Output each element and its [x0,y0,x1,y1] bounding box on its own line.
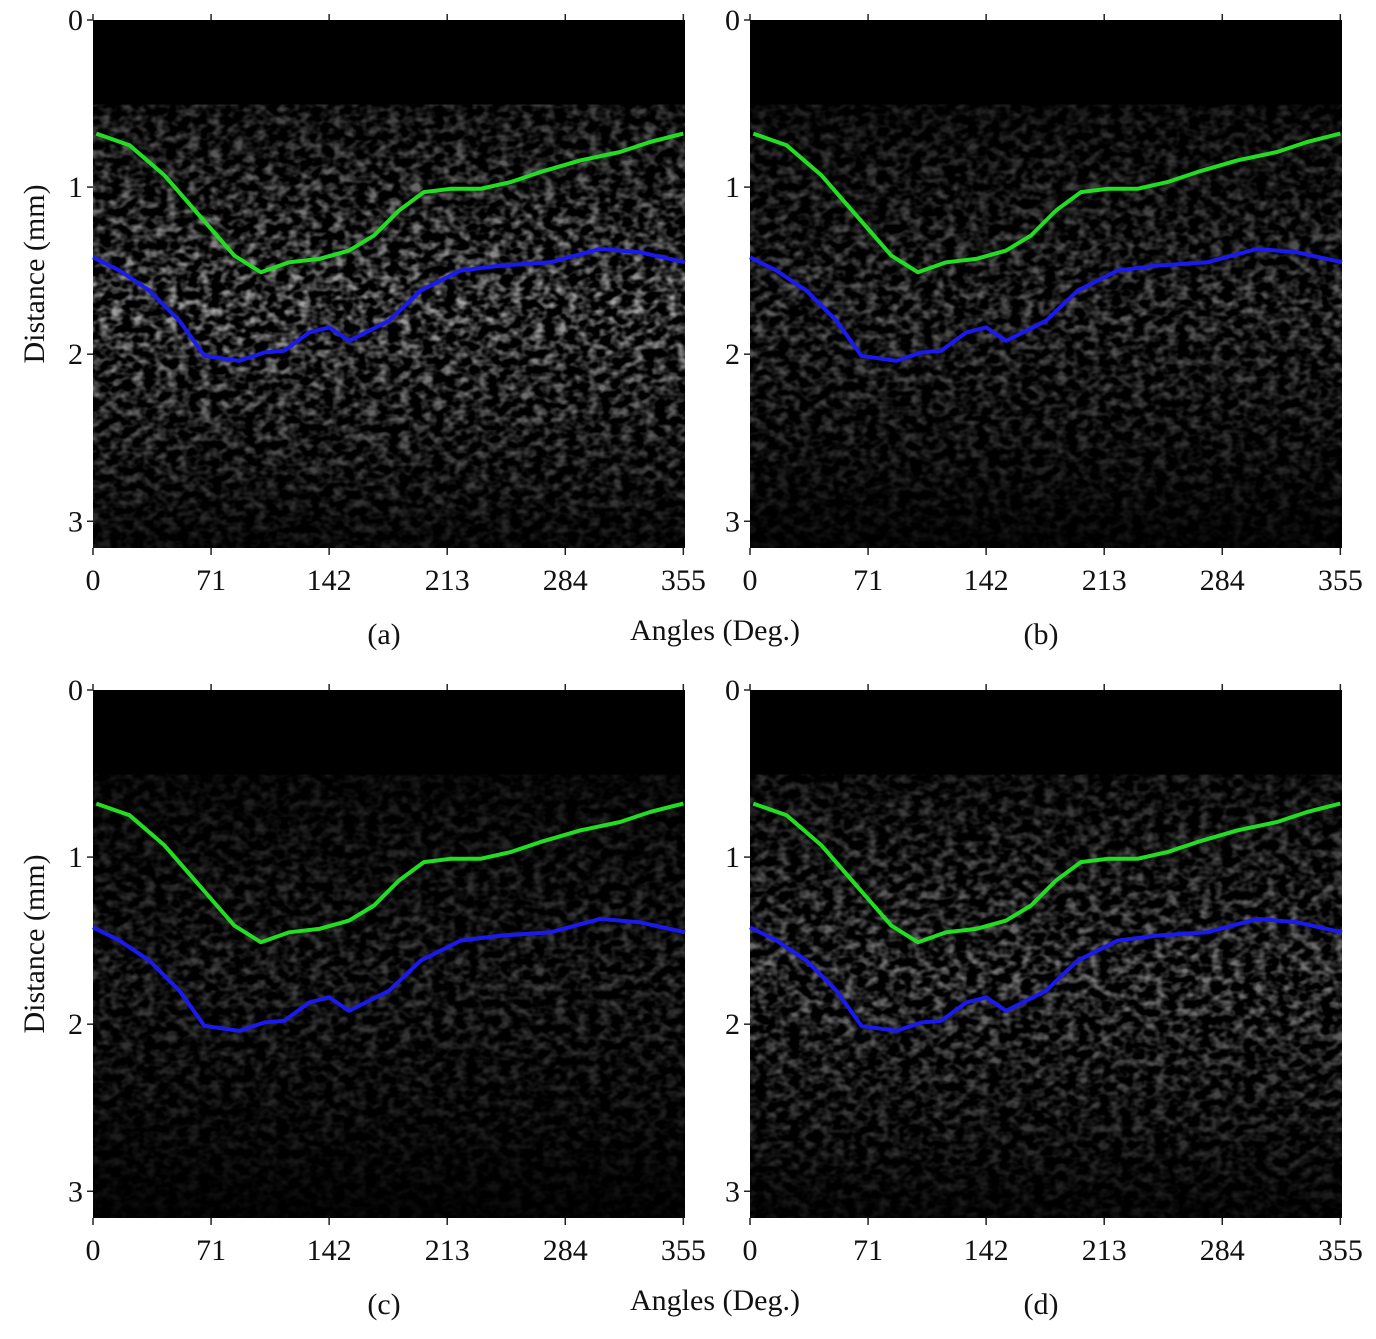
y-tick-label: 3 [725,1175,740,1208]
x-tick-label: 142 [964,564,1009,597]
speckle-texture [93,104,685,548]
x-tick-label: 142 [964,1234,1009,1267]
y-tick-label: 0 [68,674,83,707]
speckle-texture [93,774,685,1218]
y-tick-label: 1 [725,171,740,204]
panel-label: (b) [1024,618,1059,651]
x-tick-label: 0 [743,1234,758,1267]
boundary-line [92,916,686,1033]
speckle-texture [750,774,1342,1218]
x-tick-label: 71 [853,564,883,597]
y-axis-label: Distance (mm) [18,184,51,363]
y-tick-label: 2 [725,338,740,371]
x-tick-label: 71 [196,564,226,597]
x-tick-label: 355 [1318,1234,1363,1267]
speckle-texture [750,104,1342,548]
y-tick-label: 2 [725,1008,740,1041]
boundary-line [92,246,686,363]
boundary-line [749,246,1343,363]
x-tick-label: 0 [86,1234,101,1267]
x-tick-label: 213 [425,1234,470,1267]
y-tick-label: 0 [725,4,740,37]
x-axis-label: Angles (Deg.) [630,1284,800,1317]
x-tick-label: 355 [661,564,706,597]
x-tick-label: 213 [1082,1234,1127,1267]
y-tick-label: 0 [68,4,83,37]
boundary-line [752,801,1341,945]
x-tick-label: 284 [543,1234,588,1267]
x-tick-label: 284 [543,564,588,597]
y-tick-label: 3 [725,505,740,538]
y-tick-label: 2 [68,338,83,371]
x-tick-label: 355 [1318,564,1363,597]
boundary-line [752,131,1341,275]
y-tick-label: 0 [725,674,740,707]
boundary-line [95,801,684,945]
y-tick-label: 2 [68,1008,83,1041]
panel-label: (c) [367,1288,400,1321]
y-tick-label: 3 [68,505,83,538]
x-tick-label: 284 [1200,564,1245,597]
x-tick-label: 142 [307,1234,352,1267]
y-tick-label: 1 [68,841,83,874]
x-tick-label: 71 [853,1234,883,1267]
x-tick-label: 213 [1082,564,1127,597]
x-axis-label: Angles (Deg.) [630,614,800,647]
x-tick-label: 142 [307,564,352,597]
boundary-line [95,131,684,275]
x-tick-label: 284 [1200,1234,1245,1267]
boundary-line [749,916,1343,1033]
x-tick-label: 355 [661,1234,706,1267]
x-tick-label: 0 [743,564,758,597]
panel-label: (a) [367,618,400,651]
y-axis-label: Distance (mm) [18,854,51,1033]
x-tick-label: 71 [196,1234,226,1267]
x-tick-label: 213 [425,564,470,597]
y-tick-label: 1 [68,171,83,204]
y-tick-label: 1 [725,841,740,874]
x-tick-label: 0 [86,564,101,597]
y-tick-label: 3 [68,1175,83,1208]
panel-label: (d) [1024,1288,1059,1321]
